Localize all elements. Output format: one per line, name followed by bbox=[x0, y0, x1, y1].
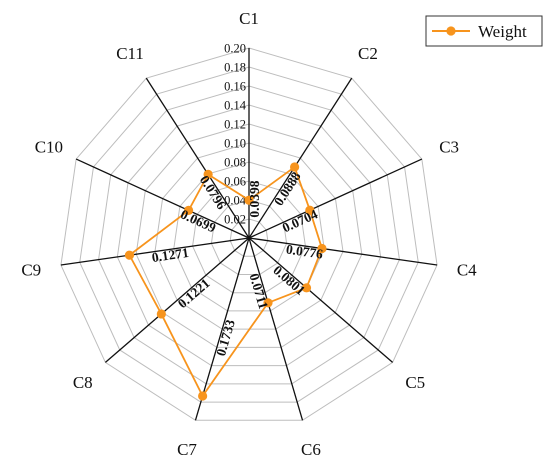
data-label-c1: 0.0398 bbox=[247, 180, 262, 217]
tick-label: 0.04 bbox=[224, 194, 247, 208]
spoke-c5 bbox=[248, 237, 394, 363]
grid-ring bbox=[210, 199, 288, 275]
data-point-c1 bbox=[244, 195, 254, 205]
legend-swatch-marker bbox=[446, 26, 456, 36]
spoke-c7 bbox=[194, 237, 250, 421]
spoke-c9 bbox=[60, 237, 250, 266]
category-label-c9: C9 bbox=[21, 260, 41, 279]
category-label-c2: C2 bbox=[358, 44, 378, 63]
data-point-c6 bbox=[263, 298, 273, 308]
category-labels: C1 C2 C3 C4 C5 C6 C7 C8 C9 C10 C11 bbox=[21, 9, 477, 459]
spoke-layer bbox=[60, 48, 438, 421]
data-label-c10: 0.0699 bbox=[178, 206, 218, 235]
data-point-c8 bbox=[156, 309, 166, 319]
grid-ring bbox=[192, 180, 306, 294]
data-point-c5 bbox=[301, 283, 312, 293]
tick-label: 0.06 bbox=[224, 175, 246, 189]
tick-label: 0.02 bbox=[224, 213, 246, 227]
data-point-c4 bbox=[317, 243, 327, 254]
data-point-c11 bbox=[203, 169, 213, 179]
tick-label: 0.14 bbox=[224, 99, 247, 113]
grid-ring bbox=[98, 85, 400, 385]
spoke-c2 bbox=[248, 77, 353, 239]
tick-label: 0.12 bbox=[224, 118, 246, 132]
spoke-c11 bbox=[145, 77, 250, 239]
grid-ring bbox=[116, 104, 382, 367]
data-label-c5: 0.0801 bbox=[270, 262, 308, 298]
tick-label: 0.20 bbox=[224, 42, 246, 56]
category-label-c4: C4 bbox=[457, 260, 477, 279]
tick-label: 0.10 bbox=[224, 137, 246, 151]
category-label-c11: C11 bbox=[116, 44, 144, 63]
category-label-c3: C3 bbox=[439, 138, 459, 157]
tick-labels: 0.02 0.04 0.06 0.08 0.10 0.12 0.14 0.16 0.18 0.20 bbox=[224, 42, 247, 227]
grid-ring bbox=[173, 161, 325, 312]
category-label-c1: C1 bbox=[239, 9, 259, 28]
spoke-c8 bbox=[104, 237, 250, 363]
category-label-c10: C10 bbox=[35, 138, 63, 157]
category-label-c8: C8 bbox=[73, 373, 93, 392]
tick-label: 0.16 bbox=[224, 80, 246, 94]
series-layer bbox=[124, 162, 327, 401]
spoke-c6 bbox=[248, 237, 304, 421]
data-label-c4: 0.0776 bbox=[285, 242, 324, 262]
spoke-c4 bbox=[248, 237, 438, 266]
tick-label: 0.08 bbox=[224, 156, 246, 170]
data-point-c3 bbox=[305, 205, 315, 215]
data-point-c2 bbox=[290, 162, 300, 172]
data-point-c7 bbox=[198, 391, 208, 401]
data-label-c8: 0.1221 bbox=[175, 275, 213, 311]
data-label-c9: 0.1271 bbox=[151, 245, 190, 265]
series-line-weight bbox=[128, 165, 323, 398]
grid-ring bbox=[60, 47, 438, 421]
tick-label: 0.18 bbox=[224, 61, 246, 75]
category-label-c7: C7 bbox=[177, 440, 197, 459]
legend-label: Weight bbox=[478, 22, 527, 41]
category-label-c6: C6 bbox=[301, 440, 321, 459]
spoke-c3 bbox=[248, 158, 423, 239]
data-point-c10 bbox=[184, 205, 194, 216]
spoke-c10 bbox=[75, 158, 250, 239]
grid-ring bbox=[229, 218, 269, 257]
grid-ring bbox=[135, 123, 363, 348]
category-label-c5: C5 bbox=[405, 373, 425, 392]
grid-ring bbox=[79, 66, 419, 403]
data-label-c3: 0.0704 bbox=[280, 206, 320, 235]
legend: Weight bbox=[425, 15, 543, 47]
data-label-c6: 0.0711 bbox=[246, 272, 271, 311]
data-point-c9 bbox=[124, 250, 135, 260]
